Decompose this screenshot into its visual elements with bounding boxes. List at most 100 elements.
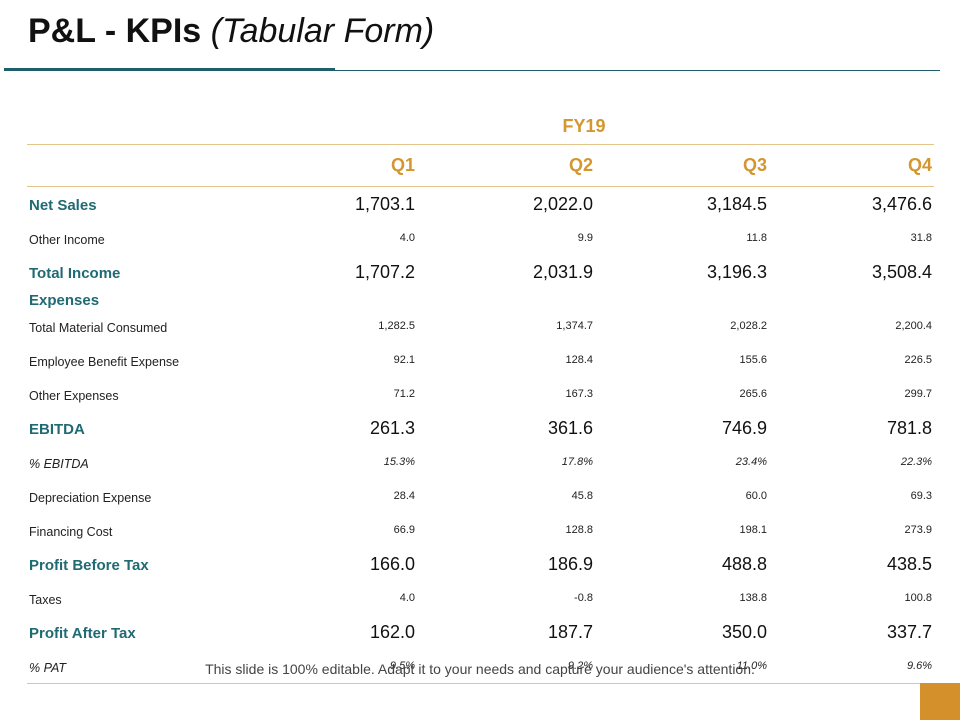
value-cell-q2	[417, 289, 595, 309]
table-row: Taxes 4.0 -0.8 138.8 100.8	[27, 581, 934, 615]
value-cell-q4: 299.7	[904, 388, 933, 400]
quarter-header-row: Q1 Q2 Q3 Q4	[27, 144, 935, 187]
value-cell-q2: 186.9	[547, 553, 593, 574]
value-cell-q4: 22.3%	[900, 456, 933, 468]
row-label-header	[27, 144, 257, 187]
table-row: Financing Cost 66.9 128.8 198.1 273.9	[27, 513, 934, 547]
value-cell-q4: 2,200.4	[895, 320, 933, 332]
value-cell-q2: 128.4	[565, 354, 593, 366]
value-cell-q3: 155.6	[739, 354, 767, 366]
title-subtitle: (Tabular Form)	[210, 12, 435, 50]
table-row: Profit After Tax 162.0 187.7 350.0 337.7	[27, 615, 934, 649]
fiscal-year-row: FY19	[27, 108, 935, 145]
value-cell-q1: 162.0	[369, 621, 415, 642]
value-cell-q3: 198.1	[739, 524, 767, 536]
value-cell-q2: 9.9	[577, 232, 593, 244]
value-cell-q2: 2,031.9	[532, 261, 593, 282]
value-cell-q1	[257, 289, 417, 309]
table-row: Employee Benefit Expense 92.1 128.4 155.6 22…	[27, 343, 934, 377]
value-cell-q1: 261.3	[369, 417, 415, 438]
value-cell-q1: 4.0	[399, 592, 415, 604]
pl-kpi-table: FY19 Q1 Q2 Q3 Q4 Net Sales 1,703.1 2,022.0…	[27, 108, 935, 684]
row-label: Other Income	[29, 232, 105, 247]
row-label: Total Material Consumed	[29, 320, 168, 335]
row-label: Other Expenses	[29, 388, 119, 403]
value-cell-q3: 350.0	[721, 621, 767, 642]
row-label: Profit After Tax	[29, 625, 136, 642]
value-cell-q2: 17.8%	[561, 456, 593, 468]
row-label: Financing Cost	[29, 524, 113, 539]
column-header-q4: Q4	[769, 144, 935, 187]
value-cell-q4	[769, 289, 934, 309]
value-cell-q2: 361.6	[547, 417, 593, 438]
table-row: Other Expenses 71.2 167.3 265.6 299.7	[27, 377, 934, 411]
value-cell-q1: 166.0	[369, 553, 415, 574]
row-label: Expenses	[29, 292, 100, 309]
table-row: Other Income 4.0 9.9 11.8 31.8	[27, 221, 934, 255]
value-cell-q1: 1,703.1	[354, 193, 415, 214]
table-row: Total Income 1,707.2 2,031.9 3,196.3 3,508.4	[27, 255, 934, 289]
table-row: Profit Before Tax 166.0 186.9 488.8 438.5	[27, 547, 934, 581]
value-cell-q2: -0.8	[574, 592, 593, 604]
value-cell-q1: 28.4	[393, 490, 415, 502]
value-cell-q3: 138.8	[739, 592, 767, 604]
value-cell-q4: 69.3	[910, 490, 933, 502]
column-header-q2: Q2	[417, 144, 595, 187]
page-title: P&L - KPIs (Tabular Form)	[28, 12, 434, 51]
value-cell-q3: 11.8	[746, 232, 767, 244]
value-cell-q3	[595, 289, 769, 309]
table-row: Net Sales 1,703.1 2,022.0 3,184.5 3,476.6	[27, 187, 934, 222]
value-cell-q4: 9.6%	[769, 649, 935, 684]
value-cell-q2: 1,374.7	[556, 320, 593, 332]
pl-kpi-table-wrapper: FY19 Q1 Q2 Q3 Q4 Net Sales 1,703.1 2,022.0…	[27, 108, 935, 684]
value-cell-q3: 488.8	[721, 553, 767, 574]
value-cell-q1: 66.9	[393, 524, 415, 536]
value-cell-q1: 4.0	[399, 232, 415, 244]
row-label: Depreciation Expense	[29, 490, 152, 505]
table-row: Expenses	[27, 289, 934, 309]
table-body: Net Sales 1,703.1 2,022.0 3,184.5 3,476.6 Oth…	[27, 187, 935, 684]
value-cell-q3: 746.9	[721, 417, 767, 438]
value-cell-q2: 128.8	[565, 524, 593, 536]
value-cell-q4: 31.8	[910, 232, 933, 244]
value-cell-q4: 3,508.4	[871, 261, 933, 282]
value-cell-q2: 187.7	[547, 621, 593, 642]
value-cell-q4: 438.5	[886, 553, 933, 574]
value-cell-q2: 2,022.0	[532, 193, 593, 214]
value-cell-q2: 167.3	[565, 388, 593, 400]
value-cell-q4: 781.8	[886, 417, 933, 438]
value-cell-q3: 3,184.5	[706, 193, 767, 214]
value-cell-q3: 265.6	[739, 388, 767, 400]
value-cell-q3: 2,028.2	[730, 320, 767, 332]
column-header-q1: Q1	[257, 144, 417, 187]
row-label: Profit Before Tax	[29, 557, 149, 574]
value-cell-q4: 100.8	[904, 592, 933, 604]
value-cell-q2: 9.2%	[417, 649, 595, 684]
row-label: Total Income	[29, 265, 121, 282]
value-cell-q4: 226.5	[904, 354, 933, 366]
value-cell-q3: 23.4%	[735, 456, 767, 468]
value-cell-q2: 45.8	[571, 490, 593, 502]
value-cell-q4: 3,476.6	[871, 193, 933, 214]
value-cell-q4: 273.9	[904, 524, 933, 536]
footer-note: This slide is 100% editable. Adapt it to…	[205, 661, 755, 677]
value-cell-q1: 9.5%	[257, 649, 417, 684]
row-label: Net Sales	[29, 197, 97, 214]
corner-accent-block	[920, 683, 960, 720]
value-cell-q3: 11.0%	[595, 649, 769, 684]
row-label: EBITDA	[29, 421, 85, 438]
table-row: Depreciation Expense 28.4 45.8 60.0 69.3	[27, 479, 934, 513]
title-divider-accent	[4, 68, 335, 71]
value-cell-q1: 15.3%	[383, 456, 415, 468]
title-main: P&L - KPIs	[28, 12, 202, 50]
value-cell-q3: 3,196.3	[706, 261, 767, 282]
value-cell-q1: 71.2	[393, 388, 415, 400]
row-label: Employee Benefit Expense	[29, 354, 180, 369]
value-cell-q4: 337.7	[886, 621, 933, 642]
table-row: % PAT 9.5% 9.2% 11.0% 9.6%	[27, 649, 935, 684]
row-label: % EBITDA	[29, 456, 89, 471]
column-header-q3: Q3	[595, 144, 769, 187]
fiscal-year-header: FY19	[27, 108, 935, 145]
table-row: % EBITDA 15.3% 17.8% 23.4% 22.3%	[27, 445, 934, 479]
value-cell-q1: 1,707.2	[354, 261, 415, 282]
